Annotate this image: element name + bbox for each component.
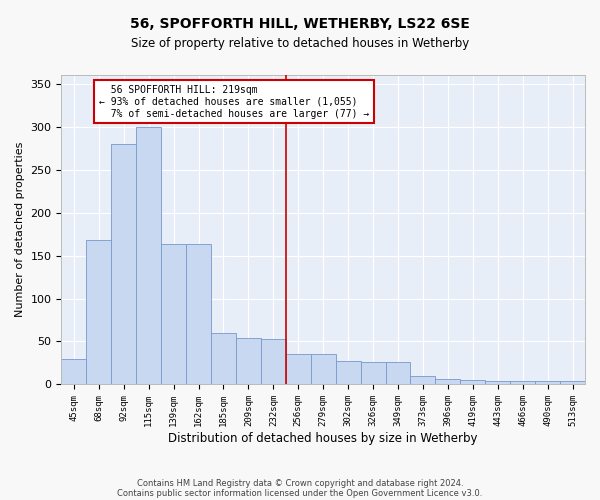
Bar	[535, 381, 560, 384]
Bar	[485, 381, 510, 384]
X-axis label: Distribution of detached houses by size in Wetherby: Distribution of detached houses by size …	[169, 432, 478, 445]
Bar	[161, 244, 186, 384]
Bar	[386, 362, 410, 384]
Bar	[211, 333, 236, 384]
Y-axis label: Number of detached properties: Number of detached properties	[15, 142, 25, 318]
Bar	[410, 376, 436, 384]
Bar	[186, 244, 211, 384]
Bar	[86, 240, 111, 384]
Text: Contains public sector information licensed under the Open Government Licence v3: Contains public sector information licen…	[118, 488, 482, 498]
Bar	[335, 362, 361, 384]
Bar	[311, 354, 335, 384]
Bar	[286, 354, 311, 384]
Bar	[460, 380, 485, 384]
Bar	[560, 381, 585, 384]
Text: 56, SPOFFORTH HILL, WETHERBY, LS22 6SE: 56, SPOFFORTH HILL, WETHERBY, LS22 6SE	[130, 18, 470, 32]
Bar	[136, 126, 161, 384]
Bar	[61, 358, 86, 384]
Bar	[510, 381, 535, 384]
Bar	[236, 338, 261, 384]
Bar	[261, 339, 286, 384]
Bar	[361, 362, 386, 384]
Text: Contains HM Land Registry data © Crown copyright and database right 2024.: Contains HM Land Registry data © Crown c…	[137, 478, 463, 488]
Bar	[436, 380, 460, 384]
Text: Size of property relative to detached houses in Wetherby: Size of property relative to detached ho…	[131, 38, 469, 51]
Text: 56 SPOFFORTH HILL: 219sqm
← 93% of detached houses are smaller (1,055)
  7% of s: 56 SPOFFORTH HILL: 219sqm ← 93% of detac…	[99, 86, 369, 118]
Bar	[111, 144, 136, 384]
